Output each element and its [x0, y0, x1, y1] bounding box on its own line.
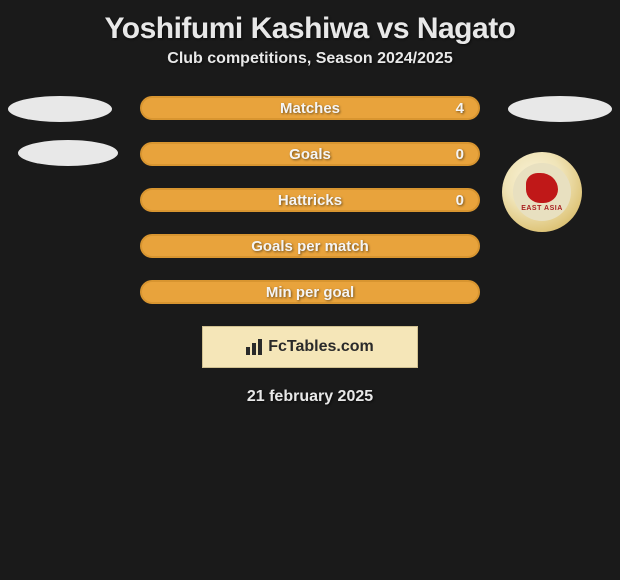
stat-row: Hattricks 0: [10, 188, 610, 212]
stat-row: Goals per match: [10, 234, 610, 258]
stat-row: Goals 0: [10, 142, 610, 166]
brand-chart-icon: [246, 339, 262, 355]
stat-row: Min per goal: [10, 280, 610, 304]
page-subtitle: Club competitions, Season 2024/2025: [0, 50, 620, 96]
stat-value: 4: [456, 100, 464, 117]
stat-bar-matches: Matches 4: [140, 96, 480, 120]
stat-label: Matches: [280, 100, 340, 117]
stat-bar-goals: Goals 0: [140, 142, 480, 166]
date-text: 21 february 2025: [0, 388, 620, 406]
page-title: Yoshifumi Kashiwa vs Nagato: [0, 0, 620, 50]
stats-area: EAST ASIA Matches 4 Goals 0 Hattricks 0 …: [0, 96, 620, 304]
brand-text: FcTables.com: [268, 338, 374, 356]
stat-value: 0: [456, 146, 464, 163]
stat-row: Matches 4: [10, 96, 610, 120]
stat-label: Hattricks: [278, 192, 342, 209]
stat-label: Min per goal: [266, 284, 354, 301]
brand-box: FcTables.com: [202, 326, 418, 368]
stat-bar-min-per-goal: Min per goal: [140, 280, 480, 304]
infographic-root: Yoshifumi Kashiwa vs Nagato Club competi…: [0, 0, 620, 406]
stat-label: Goals per match: [251, 238, 369, 255]
stat-value: 0: [456, 192, 464, 209]
stat-bar-hattricks: Hattricks 0: [140, 188, 480, 212]
stat-label: Goals: [289, 146, 331, 163]
stat-bar-goals-per-match: Goals per match: [140, 234, 480, 258]
